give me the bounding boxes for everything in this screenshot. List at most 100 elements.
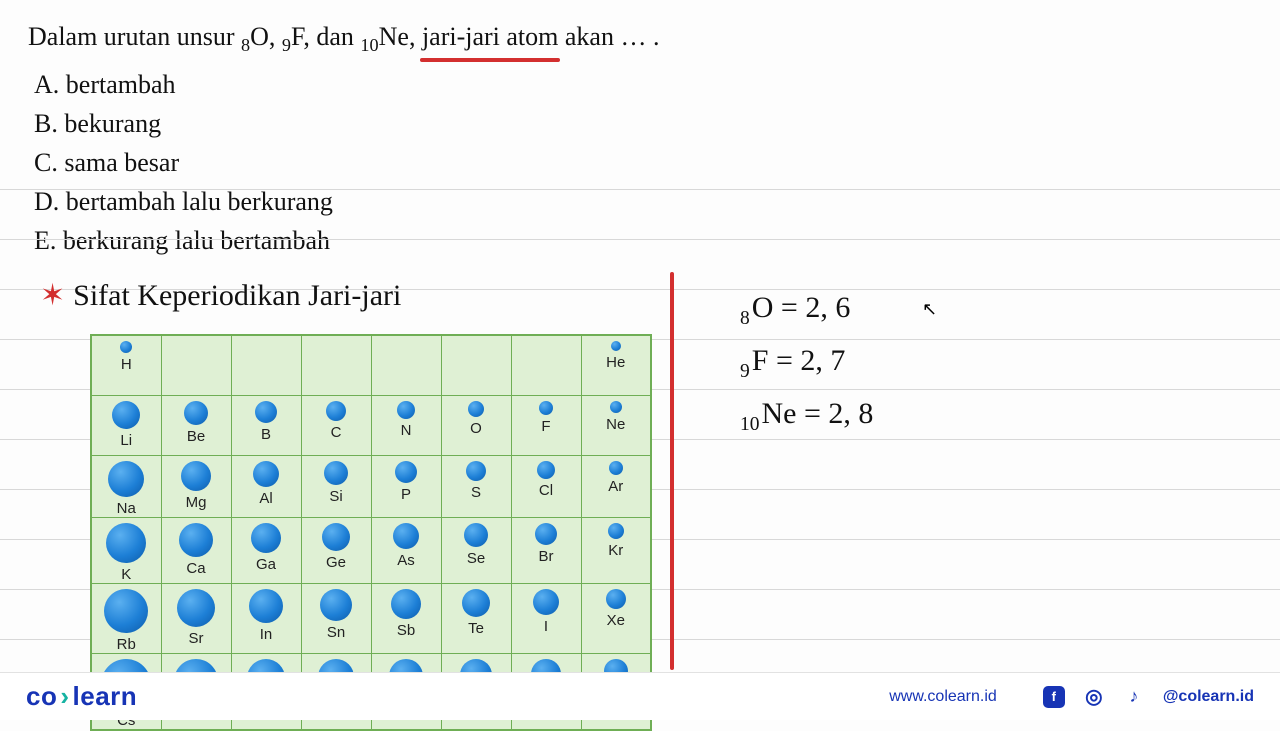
social-handle: @colearn.id [1163,688,1254,706]
ptable-cell: In [231,583,301,653]
handwritten-config: 8O = 2, 6 ↖ 9F = 2, 7 10Ne = 2, 8 [740,282,873,441]
option-a: A. bertambah [34,65,1252,104]
sub-10: 10 [360,35,378,55]
atom-dot-icon [539,401,553,415]
ptable-cell: Mg [161,455,231,517]
ptable-cell: B [231,395,301,455]
atom-label: Cl [512,482,581,499]
atom-dot-icon [249,589,283,623]
atom-label: N [372,422,441,439]
atom-label: Te [442,620,511,637]
atom-dot-icon [608,523,624,539]
atom-dot-icon [393,523,419,549]
atom-label: Na [92,500,161,517]
atom-label: As [372,552,441,569]
ptable-cell: Sn [301,583,371,653]
atom-label: Br [512,548,581,565]
atom-dot-icon [397,401,415,419]
atom-dot-icon [537,461,555,479]
atom-label: I [512,618,581,635]
atom-dot-icon [606,589,626,609]
ptable-cell: Kr [581,517,651,583]
ptable-cell [161,335,231,395]
config-o-sub: 8 [740,308,750,329]
atom-dot-icon [184,401,208,425]
atom-label: Xe [582,612,651,629]
star-icon: ✶ [40,279,65,312]
atom-label: P [372,486,441,503]
question-suffix: akan … . [558,22,659,51]
atom-dot-icon [535,523,557,545]
atom-dot-icon [320,589,352,621]
atom-dot-icon [251,523,281,553]
atom-dot-icon [391,589,421,619]
ptable-cell [301,335,371,395]
atom-label: Ne [582,416,651,433]
ptable-cell [441,335,511,395]
atom-label: Ar [582,478,651,495]
atom-dot-icon [104,589,148,633]
ptable-cell: Ca [161,517,231,583]
ptable-cell: Te [441,583,511,653]
atom-label: Ga [232,556,301,573]
underlined-term: jari-jari atom [422,18,558,56]
atom-label: Kr [582,542,651,559]
atom-dot-icon [112,401,140,429]
ptable-cell: Xe [581,583,651,653]
atom-label: Be [162,428,231,445]
atom-dot-icon [395,461,417,483]
ptable-cell: Ge [301,517,371,583]
sep1: , [269,22,282,51]
el-o: O [250,22,269,51]
config-ne-sub: 10 [740,414,760,435]
ptable-cell: Be [161,395,231,455]
atom-label: He [582,354,651,371]
el-f: F [291,22,303,51]
atom-label: K [92,566,161,583]
ptable-cell: I [511,583,581,653]
atom-label: Ge [302,554,371,571]
config-o: 8O = 2, 6 ↖ [740,282,873,335]
footer-url: www.colearn.id [889,688,997,706]
ptable-cell [371,335,441,395]
work-title-text: Sifat Keperiodikan Jari-jari [73,279,401,312]
ptable-cell: K [91,517,161,583]
atom-label: Al [232,490,301,507]
config-o-el: O [752,291,774,324]
config-f-el: F [752,344,769,377]
el-ne: Ne [379,22,409,51]
config-o-eq: = 2, 6 [773,291,850,324]
ptable-cell: Br [511,517,581,583]
sub-8: 8 [241,35,250,55]
atom-label: S [442,484,511,501]
ptable-cell: Na [91,455,161,517]
sep3: , [409,22,422,51]
atom-dot-icon [108,461,144,497]
atom-dot-icon [253,461,279,487]
sep2: , dan [303,22,360,51]
atom-dot-icon [609,461,623,475]
atom-label: C [302,424,371,441]
logo-sep-icon: › [60,681,69,711]
question-prefix: Dalam urutan unsur [28,22,241,51]
instagram-icon: ◎ [1083,686,1105,708]
atom-label: Li [92,432,161,449]
atom-dot-icon [462,589,490,617]
ptable-cell: F [511,395,581,455]
sub-9: 9 [282,35,291,55]
ptable-cell: H [91,335,161,395]
ptable-cell: Ga [231,517,301,583]
config-f: 9F = 2, 7 [740,335,873,388]
atom-dot-icon [322,523,350,551]
ptable-cell: N [371,395,441,455]
ptable-cell: As [371,517,441,583]
tiktok-icon: ♪ [1123,686,1145,708]
ptable-cell: C [301,395,371,455]
ptable-cell: Rb [91,583,161,653]
brand-logo: co›learn [26,681,137,712]
ptable-cell: S [441,455,511,517]
logo-co: co [26,681,57,711]
atom-label: Sn [302,624,371,641]
ptable-cell [511,335,581,395]
atom-label: Mg [162,494,231,511]
